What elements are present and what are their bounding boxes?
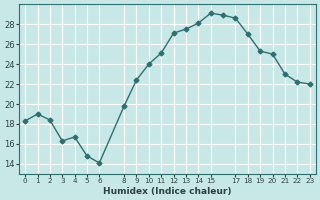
X-axis label: Humidex (Indice chaleur): Humidex (Indice chaleur) — [103, 187, 232, 196]
